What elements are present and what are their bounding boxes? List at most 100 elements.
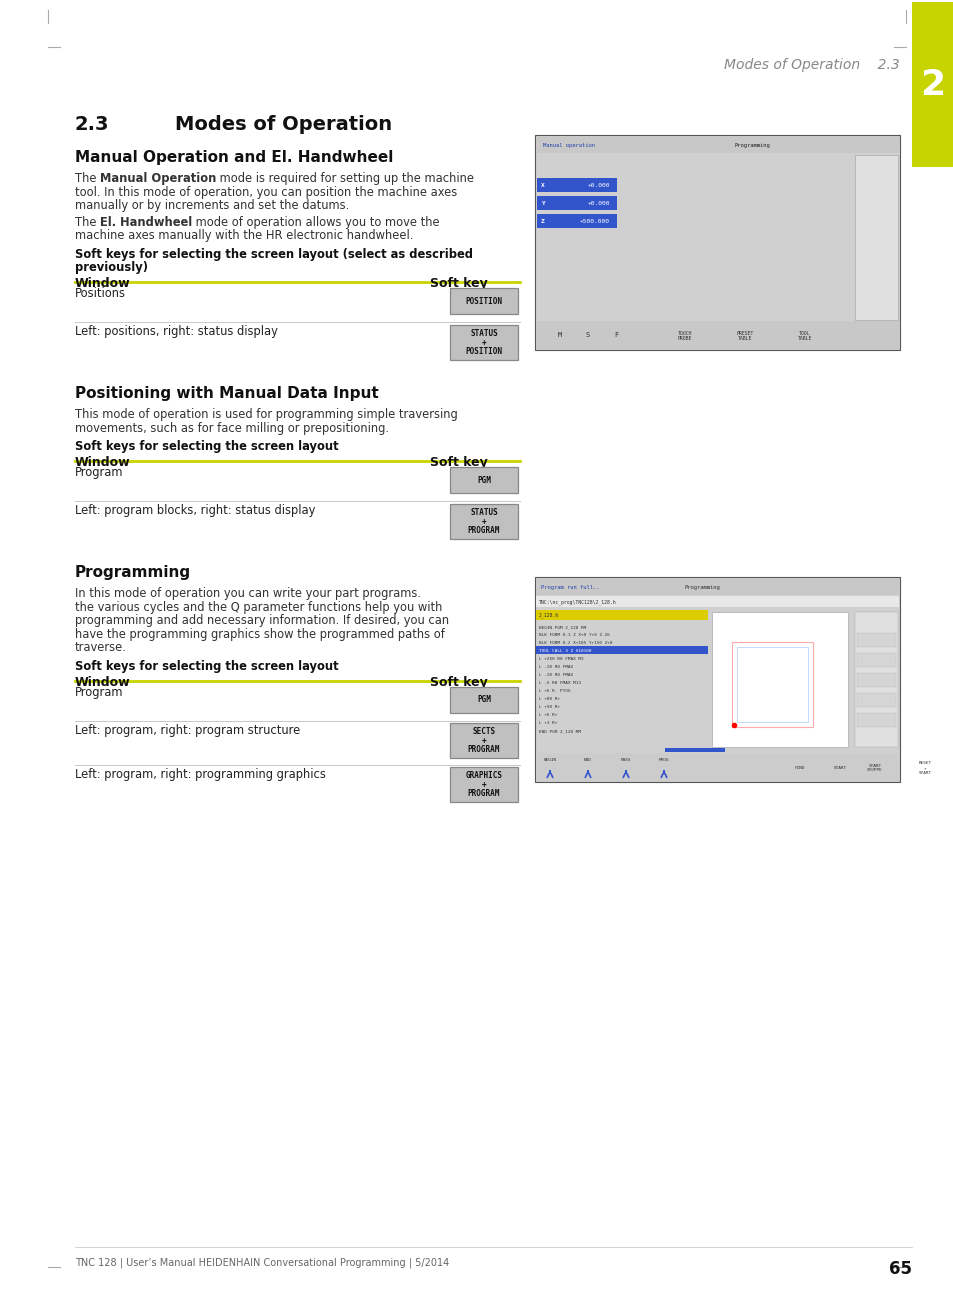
Text: Soft key: Soft key xyxy=(430,456,487,469)
Bar xyxy=(536,321,898,348)
Text: GRAPHICS: GRAPHICS xyxy=(465,771,502,780)
Text: TOUCH
PROBE: TOUCH PROBE xyxy=(677,330,692,342)
Bar xyxy=(450,767,517,802)
Bar xyxy=(450,723,517,757)
Text: Left: program blocks, right: status display: Left: program blocks, right: status disp… xyxy=(75,504,315,517)
Text: 2.3: 2.3 xyxy=(75,114,110,134)
Text: PGM: PGM xyxy=(476,696,491,704)
Text: Modes of Operation    2.3: Modes of Operation 2.3 xyxy=(723,58,899,72)
Text: programming and add necessary information. If desired, you can: programming and add necessary informatio… xyxy=(75,614,449,627)
Text: Left: program, right: program structure: Left: program, right: program structure xyxy=(75,723,300,736)
Text: L +3 R+: L +3 R+ xyxy=(538,721,557,725)
Text: PROGRAM: PROGRAM xyxy=(467,746,499,753)
Bar xyxy=(535,577,899,782)
Text: previously): previously) xyxy=(75,260,148,274)
Text: Programming: Programming xyxy=(684,584,720,589)
Bar xyxy=(450,686,517,713)
Text: Window: Window xyxy=(75,277,131,291)
Text: END: END xyxy=(583,757,591,761)
Text: Positioning with Manual Data Input: Positioning with Manual Data Input xyxy=(75,387,378,401)
Text: Manual Operation: Manual Operation xyxy=(100,172,216,185)
Bar xyxy=(856,713,895,727)
Text: L +250 R0 FMAX M3: L +250 R0 FMAX M3 xyxy=(538,658,583,661)
Text: 2_128.h: 2_128.h xyxy=(538,613,558,618)
Bar xyxy=(537,196,617,210)
Text: El. Handwheel: El. Handwheel xyxy=(100,216,193,229)
Text: STATUS: STATUS xyxy=(470,508,497,517)
Text: +0.000: +0.000 xyxy=(587,183,609,188)
Text: Z: Z xyxy=(540,218,544,224)
Bar xyxy=(537,178,617,192)
Text: Y: Y xyxy=(540,200,544,205)
Text: TNC:\nc_prog\TNC128\2_128.h: TNC:\nc_prog\TNC128\2_128.h xyxy=(538,600,616,605)
Bar xyxy=(536,596,898,608)
Text: L -20 R0 FMAX: L -20 R0 FMAX xyxy=(538,673,573,677)
Text: L +90 R+: L +90 R+ xyxy=(538,705,559,709)
Text: Soft keys for selecting the screen layout (select as described: Soft keys for selecting the screen layou… xyxy=(75,247,473,260)
Text: POSITION: POSITION xyxy=(465,346,502,355)
Text: Manual Operation and El. Handwheel: Manual Operation and El. Handwheel xyxy=(75,150,393,164)
Text: PROGRAM: PROGRAM xyxy=(467,526,499,534)
Text: BLK FORM 0.2 X+185 Y+150 Z+0: BLK FORM 0.2 X+185 Y+150 Z+0 xyxy=(538,640,612,644)
Bar xyxy=(536,579,898,594)
Text: L -5 R0 FMAX M13: L -5 R0 FMAX M13 xyxy=(538,681,580,685)
Text: BEGIN PGM 2_128 MM: BEGIN PGM 2_128 MM xyxy=(538,625,586,629)
Bar xyxy=(856,633,895,647)
Text: +: + xyxy=(481,780,486,789)
Text: TOOL CALL 3 Z S10100: TOOL CALL 3 Z S10100 xyxy=(538,650,591,654)
Text: Soft key: Soft key xyxy=(430,676,487,689)
Text: END PGM 2_128 MM: END PGM 2_128 MM xyxy=(538,729,580,732)
Bar xyxy=(856,673,895,686)
Text: BLK FORM 0.1 Z X+0 Y+0 Z-26: BLK FORM 0.1 Z X+0 Y+0 Z-26 xyxy=(538,633,609,636)
Text: machine axes manually with the HR electronic handwheel.: machine axes manually with the HR electr… xyxy=(75,229,413,242)
Text: PRESET
TABLE: PRESET TABLE xyxy=(736,330,753,342)
Bar xyxy=(854,611,897,747)
Text: TNC 128 | User’s Manual HEIDENHAIN Conversational Programming | 5/2014: TNC 128 | User’s Manual HEIDENHAIN Conve… xyxy=(75,1258,449,1269)
Text: +: + xyxy=(481,736,486,746)
Text: the various cycles and the Q parameter functions help you with: the various cycles and the Q parameter f… xyxy=(75,601,442,614)
Text: Left: program, right: programming graphics: Left: program, right: programming graphi… xyxy=(75,768,326,781)
Text: Soft keys for selecting the screen layout: Soft keys for selecting the screen layou… xyxy=(75,441,338,452)
Text: tool. In this mode of operation, you can position the machine axes: tool. In this mode of operation, you can… xyxy=(75,185,456,199)
Text: Program: Program xyxy=(75,466,123,479)
Bar xyxy=(856,654,895,667)
Text: Manual operation: Manual operation xyxy=(542,142,595,147)
Bar xyxy=(450,504,517,539)
Text: Positions: Positions xyxy=(75,287,126,300)
Text: have the programming graphics show the programmed paths of: have the programming graphics show the p… xyxy=(75,627,444,640)
Text: Soft key: Soft key xyxy=(430,277,487,291)
Text: The: The xyxy=(75,172,100,185)
Bar xyxy=(711,611,847,747)
Bar xyxy=(536,646,707,654)
Text: +: + xyxy=(481,338,486,346)
Bar xyxy=(450,467,517,493)
Text: movements, such as for face milling or prepositioning.: movements, such as for face milling or p… xyxy=(75,422,389,434)
Text: STATUS: STATUS xyxy=(470,329,497,338)
Text: traverse.: traverse. xyxy=(75,640,127,654)
Bar xyxy=(854,155,897,320)
Text: +0.000: +0.000 xyxy=(587,200,609,205)
Bar xyxy=(450,325,517,359)
Text: Soft keys for selecting the screen layout: Soft keys for selecting the screen layou… xyxy=(75,660,338,672)
Text: M: M xyxy=(558,331,561,338)
Text: L +6 R+: L +6 R+ xyxy=(538,713,557,717)
Text: L +80 R+: L +80 R+ xyxy=(538,697,559,701)
Text: Programming: Programming xyxy=(75,565,191,580)
Text: L +6 R. PTOG: L +6 R. PTOG xyxy=(538,689,570,693)
Text: Program: Program xyxy=(75,685,123,698)
Text: +500.000: +500.000 xyxy=(579,218,609,224)
Text: Window: Window xyxy=(75,676,131,689)
Text: Window: Window xyxy=(75,456,131,469)
Bar xyxy=(536,753,898,781)
Bar xyxy=(535,135,899,350)
Text: START
STOPPE: START STOPPE xyxy=(866,764,882,772)
Bar xyxy=(664,748,724,752)
Text: Left: positions, right: status display: Left: positions, right: status display xyxy=(75,325,277,338)
Text: X: X xyxy=(540,183,544,188)
Text: FIND: FIND xyxy=(794,767,804,771)
Text: manually or by increments and set the datums.: manually or by increments and set the da… xyxy=(75,199,349,212)
Bar xyxy=(450,288,517,314)
Text: BEGIN: BEGIN xyxy=(543,757,556,761)
Text: TOOL
TABLE: TOOL TABLE xyxy=(797,330,811,342)
Text: L -20 R0 FMAX: L -20 R0 FMAX xyxy=(538,665,573,669)
